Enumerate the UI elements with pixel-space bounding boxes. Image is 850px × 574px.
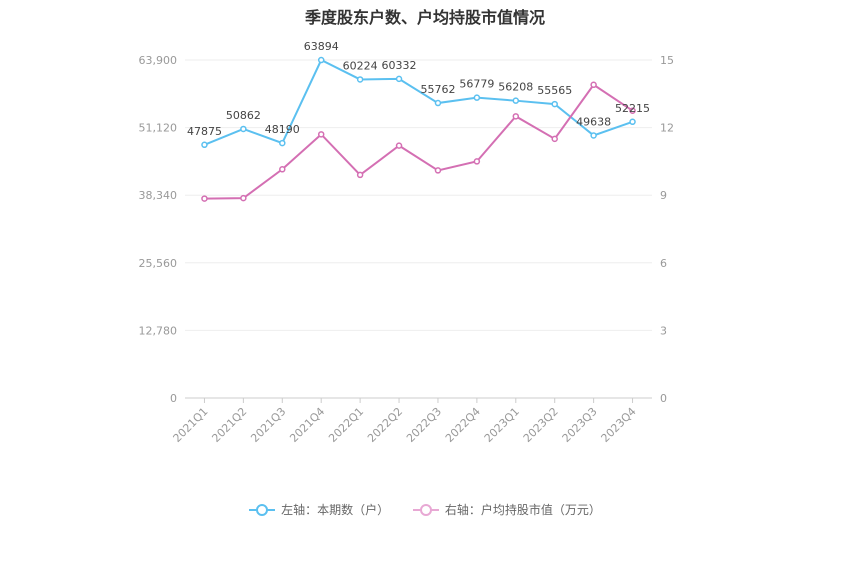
legend-swatch-avg-value [412, 503, 439, 516]
y-left-tick-label: 0 [170, 392, 177, 405]
avg-value-data-point [590, 81, 597, 89]
y-right-tick-label: 3 [660, 324, 667, 337]
households-data-label: 55565 [537, 84, 572, 97]
avg-value-data-point [629, 107, 636, 114]
y-left-tick-label: 63,900 [139, 54, 178, 67]
households-data-label: 52215 [615, 102, 650, 115]
avg-value-data-point [317, 131, 325, 138]
households-data-label: 47875 [187, 125, 222, 138]
x-tick-label: 2022Q3 [404, 405, 444, 445]
households-data-point [473, 94, 481, 101]
chart-title: 季度股东户数、户均持股市值情况 [304, 8, 545, 27]
legend-swatch-households [249, 503, 276, 516]
households-data-point [434, 99, 442, 107]
y-left-tick-label: 25,560 [139, 257, 178, 270]
households-data-label: 49638 [576, 115, 611, 128]
households-data-point [512, 97, 520, 104]
households-data-label: 48190 [265, 123, 300, 136]
avg-value-data-point [356, 171, 364, 179]
households-data-label: 56779 [459, 78, 494, 91]
households-data-label: 60332 [382, 59, 417, 72]
x-tick-label: 2021Q2 [209, 405, 249, 445]
y-left-tick-label: 38,340 [139, 189, 178, 202]
y-right-tick-label: 6 [660, 257, 667, 270]
avg-value-data-point [512, 113, 520, 120]
x-tick-label: 2023Q2 [521, 405, 561, 445]
x-tick-label: 2021Q3 [248, 405, 288, 445]
x-tick-label: 2023Q1 [482, 405, 522, 445]
households-data-label: 56208 [498, 81, 533, 94]
legend-item-households[interactable]: 左轴：本期数（户） [249, 501, 389, 518]
legend: 左轴：本期数（户） 右轴：户均持股市值（万元） [0, 501, 850, 520]
avg-value-data-point [279, 166, 286, 173]
x-tick-label: 2022Q2 [365, 405, 405, 445]
x-tick-label: 2022Q1 [326, 405, 366, 445]
households-data-point [395, 75, 403, 83]
y-left-tick-label: 12,780 [139, 324, 178, 337]
legend-item-avg-value[interactable]: 右轴：户均持股市值（万元） [412, 501, 601, 518]
households-data-point [629, 118, 636, 126]
x-tick-label: 2023Q4 [599, 405, 639, 445]
x-tick-label: 2022Q4 [443, 405, 483, 445]
households-data-label: 55762 [420, 83, 455, 96]
avg-value-data-point [201, 195, 208, 202]
x-tick-label: 2021Q1 [171, 405, 211, 445]
households-data-point [240, 125, 247, 133]
y-right-tick-label: 9 [660, 189, 667, 202]
households-data-label: 63894 [304, 40, 339, 53]
households-data-point [279, 139, 286, 147]
households-data-point [590, 132, 597, 139]
avg-value-data-point [434, 167, 442, 174]
households-data-point [551, 100, 558, 108]
households-data-point [317, 56, 325, 64]
y-right-tick-label: 0 [660, 392, 667, 405]
households-data-label: 50862 [226, 109, 261, 122]
households-series-line [204, 58, 633, 146]
x-tick-label: 2023Q3 [560, 405, 600, 445]
y-right-tick-label: 12 [660, 122, 674, 135]
households-data-point [201, 141, 208, 149]
avg-value-data-point [473, 158, 481, 165]
legend-label-avg-value: 右轴：户均持股市值（万元） [444, 503, 601, 517]
avg-value-data-point [240, 194, 247, 202]
legend-label-households: 左轴：本期数（户） [281, 503, 390, 517]
y-left-tick-label: 51,120 [139, 122, 178, 135]
y-right-tick-label: 15 [660, 54, 674, 67]
avg-value-series-line [204, 83, 634, 200]
avg-value-data-point [551, 135, 558, 143]
households-data-label: 60224 [343, 59, 378, 72]
households-data-point [356, 76, 364, 83]
avg-value-data-point [395, 142, 403, 149]
x-tick-label: 2021Q4 [287, 405, 327, 445]
